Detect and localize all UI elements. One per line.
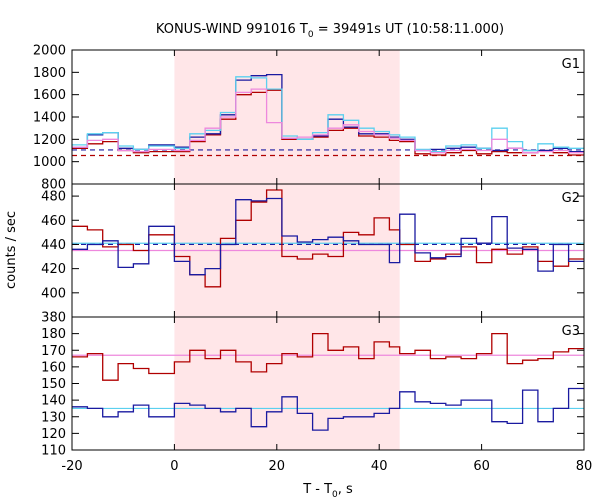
y-tick-label: 170 xyxy=(41,344,66,359)
y-tick-label: 480 xyxy=(41,190,66,205)
chart-title-subscript: 0 xyxy=(308,30,314,40)
y-tick-label: 120 xyxy=(41,427,66,442)
y-tick-label: 180 xyxy=(41,327,66,342)
panel-label-g1: G1 xyxy=(562,57,580,72)
y-tick-label: 1000 xyxy=(33,155,66,170)
y-tick-label: 2000 xyxy=(33,44,66,59)
count-rate-series-red xyxy=(72,189,584,288)
burst-interval-shading xyxy=(174,50,400,184)
x-tick-label: 20 xyxy=(269,459,286,474)
y-tick-label: 380 xyxy=(41,311,66,326)
x-axis-label-rest: , s xyxy=(338,482,353,497)
panel-label-g3: G3 xyxy=(562,324,580,339)
x-tick-label: 60 xyxy=(473,459,490,474)
count-rate-series-red xyxy=(72,332,584,381)
y-tick-label: 460 xyxy=(41,214,66,229)
y-tick-label: 1200 xyxy=(33,133,66,148)
y-tick-label: 160 xyxy=(41,360,66,375)
y-tick-label: 400 xyxy=(41,286,66,301)
count-rate-series-red xyxy=(72,89,584,156)
y-tick-label: 1800 xyxy=(33,66,66,81)
y-tick-label: 110 xyxy=(41,444,66,459)
x-axis-label-subscript: 0 xyxy=(332,490,338,500)
panel-g1: 800 1000 1200 1400 1600 1800 2000 G1 xyxy=(33,44,585,193)
y-tick-label: 1600 xyxy=(33,88,66,103)
x-axis-label: T - T0, s xyxy=(302,482,353,500)
count-rate-series-blue xyxy=(72,387,584,431)
count-rate-series-pink xyxy=(72,88,584,154)
panels-group: 800100012001400160018002000G138040042044… xyxy=(33,44,592,475)
x-tick-label: -20 xyxy=(61,459,82,474)
count-rate-series-cyan xyxy=(72,76,584,153)
y-tick-label: 420 xyxy=(41,262,66,277)
panel-label-g2: G2 xyxy=(562,191,580,206)
y-tick-label: 800 xyxy=(41,178,66,193)
chart-title-rest: = 39491s UT (10:58:11.000) xyxy=(314,22,504,37)
burst-interval-shading xyxy=(174,317,400,450)
y-tick-label: 1400 xyxy=(33,111,66,126)
x-tick-label: 0 xyxy=(170,459,178,474)
y-axis-label: counts / sec xyxy=(4,211,19,289)
y-tick-label: 150 xyxy=(41,377,66,392)
x-tick-label: 80 xyxy=(576,459,593,474)
y-tick-label: 130 xyxy=(41,410,66,425)
x-tick-label: 40 xyxy=(371,459,388,474)
y-tick-label: 440 xyxy=(41,238,66,253)
count-rate-series-blue xyxy=(72,197,584,276)
y-tick-label: 140 xyxy=(41,394,66,409)
panel-g2: 380 400 420 440 460 480 G2 xyxy=(41,183,585,326)
chart-title: KONUS-WIND 991016 T0 = 39491s UT (10:58:… xyxy=(156,22,504,40)
